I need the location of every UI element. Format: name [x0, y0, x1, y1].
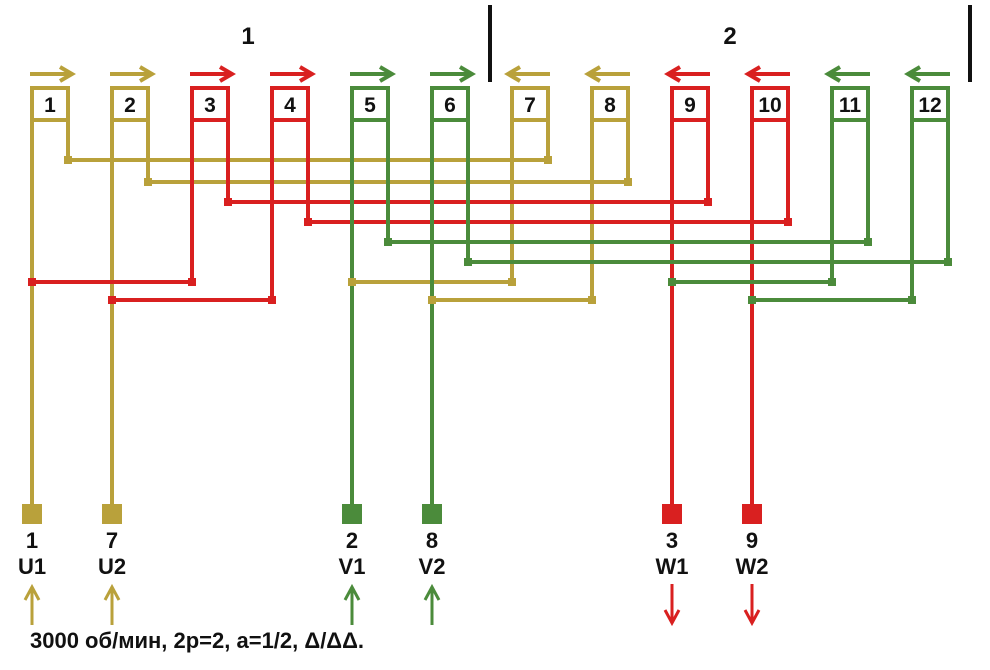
coil-label: 10	[758, 94, 781, 117]
terminal-name: U1	[18, 554, 46, 579]
coil-box	[350, 86, 390, 122]
coil-label: 12	[918, 94, 941, 117]
coil-label: 5	[364, 94, 376, 117]
terminal-number: 7	[106, 528, 118, 553]
arrow-head	[743, 609, 761, 627]
coil-label: 11	[839, 94, 862, 117]
caption: 3000 об/мин, 2p=2, a=1/2, Δ/ΔΔ.	[30, 628, 364, 653]
arrow-head	[458, 65, 476, 83]
junction	[64, 156, 72, 164]
coil-label: 3	[204, 94, 216, 117]
coil-box	[30, 86, 70, 122]
terminal	[22, 504, 42, 524]
coil-box	[270, 86, 310, 122]
arrow-head	[298, 65, 316, 83]
terminal	[102, 504, 122, 524]
arrow-head	[744, 65, 762, 83]
arrow-head	[58, 65, 76, 83]
wire	[386, 120, 870, 244]
arrow-head	[664, 65, 682, 83]
junction	[28, 278, 36, 286]
terminal-name: V1	[339, 554, 366, 579]
arrow-head	[904, 65, 922, 83]
coil-label: 2	[124, 94, 136, 117]
wire	[306, 120, 790, 224]
coil-label: 1	[44, 94, 56, 117]
coil-box	[750, 86, 790, 122]
junction	[224, 198, 232, 206]
arrow-head	[584, 65, 602, 83]
coil-box	[590, 86, 630, 122]
coil-box	[910, 86, 950, 122]
junction	[464, 258, 472, 266]
junction	[508, 278, 516, 286]
terminal	[422, 504, 442, 524]
coil-box	[190, 86, 230, 122]
coil-box	[430, 86, 470, 122]
junction	[828, 278, 836, 286]
arrow-head	[824, 65, 842, 83]
terminal-name: W1	[656, 554, 689, 579]
junction	[144, 178, 152, 186]
arrow-head	[423, 583, 441, 601]
terminal-name: V2	[419, 554, 446, 579]
junction	[784, 218, 792, 226]
coil-label: 4	[284, 94, 296, 117]
terminal-number: 3	[666, 528, 678, 553]
terminal-number: 1	[26, 528, 38, 553]
arrow-head	[23, 583, 41, 601]
arrow-head	[504, 65, 522, 83]
junction	[748, 296, 756, 304]
group-label: 1	[241, 23, 254, 50]
coil-box	[110, 86, 150, 122]
terminal-name: U2	[98, 554, 126, 579]
coil-label: 9	[684, 94, 696, 117]
terminal	[742, 504, 762, 524]
arrow-head	[138, 65, 156, 83]
terminal-number: 8	[426, 528, 438, 553]
junction	[304, 218, 312, 226]
junction	[108, 296, 116, 304]
junction	[624, 178, 632, 186]
junction	[588, 296, 596, 304]
junction	[668, 278, 676, 286]
arrow-head	[663, 609, 681, 627]
junction	[348, 278, 356, 286]
terminal	[342, 504, 362, 524]
arrow-head	[218, 65, 236, 83]
junction	[188, 278, 196, 286]
terminal-number: 2	[346, 528, 358, 553]
coil-box	[670, 86, 710, 122]
coil-box	[510, 86, 550, 122]
junction	[428, 296, 436, 304]
coil-label: 8	[604, 94, 616, 117]
junction	[908, 296, 916, 304]
junction	[704, 198, 712, 206]
terminal-number: 9	[746, 528, 758, 553]
coil-box	[830, 86, 870, 122]
group-label: 2	[723, 23, 736, 50]
junction	[944, 258, 952, 266]
terminal	[662, 504, 682, 524]
junction	[864, 238, 872, 246]
coil-label: 6	[444, 94, 456, 117]
terminal-name: W2	[736, 554, 769, 579]
arrow-head	[103, 583, 121, 601]
junction	[268, 296, 276, 304]
arrow-head	[343, 583, 361, 601]
wire	[466, 120, 950, 264]
coil-label: 7	[524, 94, 536, 117]
junction	[544, 156, 552, 164]
arrow-head	[378, 65, 396, 83]
junction	[384, 238, 392, 246]
